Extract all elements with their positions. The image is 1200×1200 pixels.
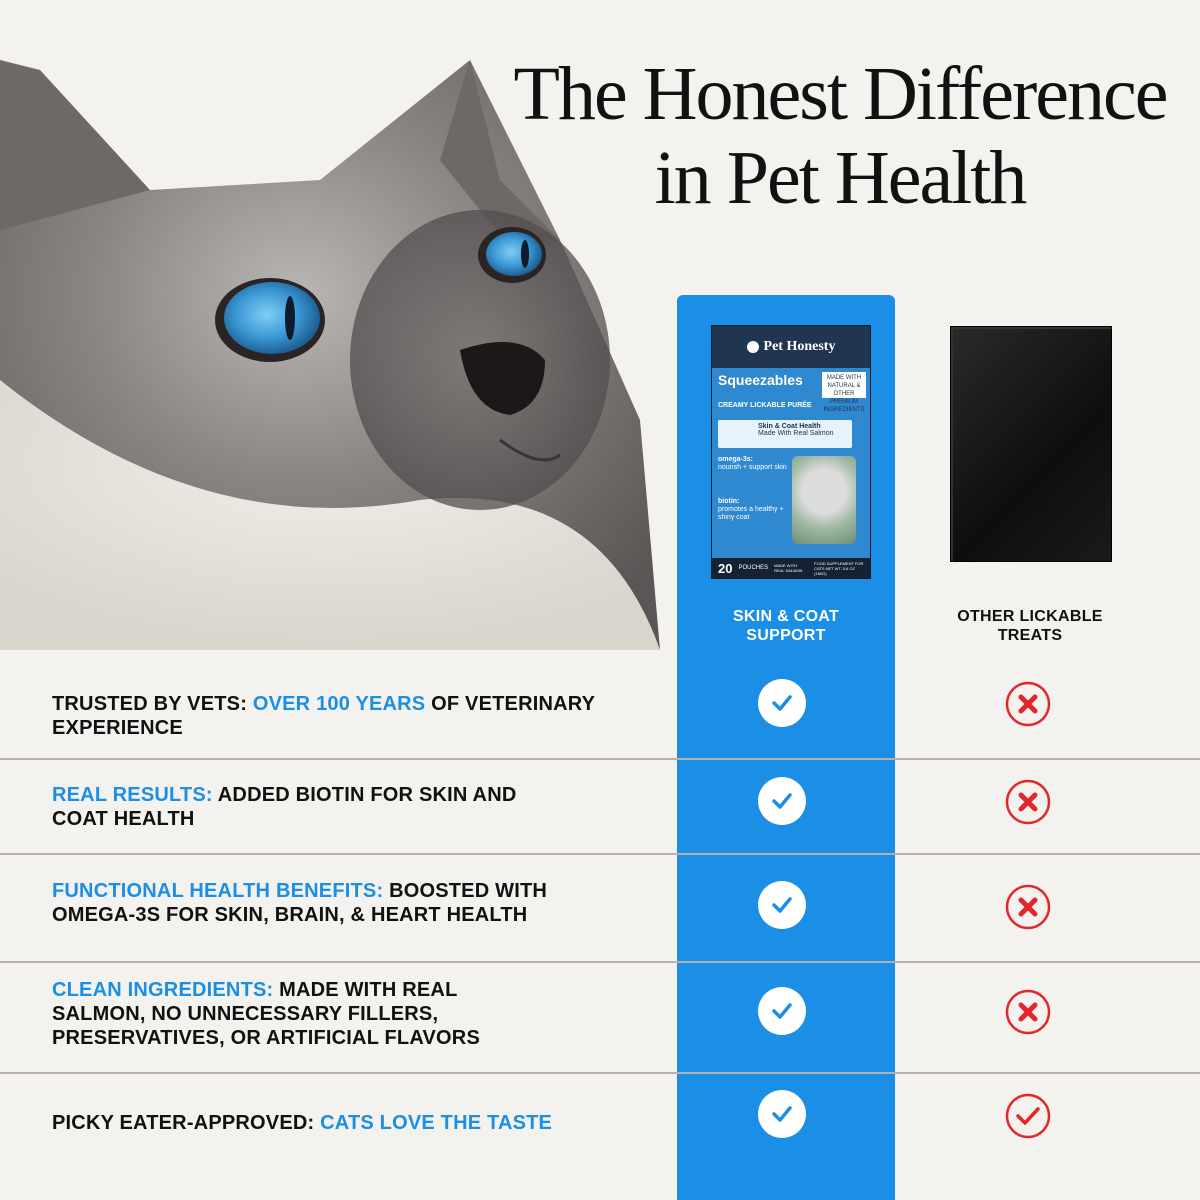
package-subtitle: CREAMY LICKABLE PURÉE [718,402,812,409]
check-icon [758,881,806,929]
package-brand-bar: Pet Honesty [712,326,870,368]
check-icon [758,987,806,1035]
comparison-row-text: PICKY EATER-APPROVED: CATS LOVE THE TAST… [52,1111,632,1135]
product-package: Pet Honesty Squeezables MADE WITH NATURA… [711,325,871,579]
package-banner: Skin & Coat Health Made With Real Salmon [718,420,852,448]
feature-2-title: biotin: [718,498,740,505]
comparison-row-text: REAL RESULTS: ADDED BIOTIN FOR SKIN AND … [52,783,572,831]
cross-icon [1004,883,1052,931]
kitten-photo [792,456,856,544]
row-highlight: OVER 100 YEARS [252,693,426,715]
title-line-2: in Pet Health [654,136,1028,220]
row-divider [0,853,1200,855]
row-divider [0,961,1200,963]
row-highlight: CATS LOVE THE TASTE [320,1112,553,1134]
row-divider [0,1072,1200,1074]
row-divider [0,758,1200,760]
feature-2-text: promotes a healthy + shiny coat [718,506,784,521]
check-icon [758,777,806,825]
row-rest: OF VETERINARY EXPERIENCE [52,693,595,739]
package-natural-badge: MADE WITH NATURAL & OTHER PREMIUM INGRED… [822,372,866,413]
comparison-row-text: TRUSTED BY VETS: OVER 100 YEARS OF VETER… [52,692,632,740]
package-brand: Pet Honesty [763,339,836,354]
check-icon [758,1090,806,1138]
row-highlight: FUNCTIONAL HEALTH BENEFITS: [52,880,384,902]
hero-section: The Honest Difference in Pet Health [0,0,1200,650]
comparison-row-text: FUNCTIONAL HEALTH BENEFITS: BOOSTED WITH… [52,879,612,927]
generic-black-box [950,326,1112,562]
package-banner-subtitle: Made With Real Salmon [758,430,834,437]
red-check-icon [1004,1092,1052,1140]
row-highlight: CLEAN INGREDIENTS: [52,979,274,1001]
column-header-others: OTHER LICKABLE TREATS [957,608,1103,644]
package-feature-1: omega-3s: nourish + support skin [718,456,790,472]
paw-logo-icon [746,341,759,353]
package-panel: Squeezables MADE WITH NATURAL & OTHER PR… [712,368,870,558]
package-count-unit: POUCHES [738,565,769,571]
column-header-ours: SKIN & COAT SUPPORT [732,608,840,644]
row-rest: MADE WITH REAL SALMON, NO UNNECESSARY FI… [52,979,480,1049]
row-highlight: REAL RESULTS: [52,784,218,806]
row-rest: ADDED BIOTIN FOR SKIN AND COAT HEALTH [52,784,517,830]
package-count: 20 [718,560,733,576]
cross-icon [1004,680,1052,728]
cross-icon [1004,988,1052,1036]
row-rest: BOOSTED WITH OMEGA-3S FOR SKIN, BRAIN, &… [52,880,548,926]
feature-1-text: nourish + support skin [718,464,787,471]
title-line-1: The Honest Difference [513,52,1169,136]
feature-1-title: omega-3s: [718,456,754,463]
package-product-name: Squeezables [718,372,803,388]
package-feature-2: biotin: promotes a healthy + shiny coat [718,498,790,522]
cross-icon [1004,778,1052,826]
comparison-row-text: CLEAN INGREDIENTS: MADE WITH REAL SALMON… [52,978,532,1050]
package-footer-mid: MADE WITH REAL SALMON [774,563,803,573]
row-lead: TRUSTED BY VETS: [52,693,253,715]
row-lead: PICKY EATER-APPROVED: [52,1112,321,1134]
cat-photo [0,0,680,650]
package-banner-title: Skin & Coat Health [758,423,821,430]
package-footer: 20 POUCHES MADE WITH REAL SALMON FOOD SU… [712,558,870,578]
package-footer-right: FOOD SUPPLEMENT FOR CATS NET WT. 5.6 OZ … [814,560,864,576]
page-title: The Honest Difference in Pet Health [480,52,1200,220]
check-icon [758,679,806,727]
